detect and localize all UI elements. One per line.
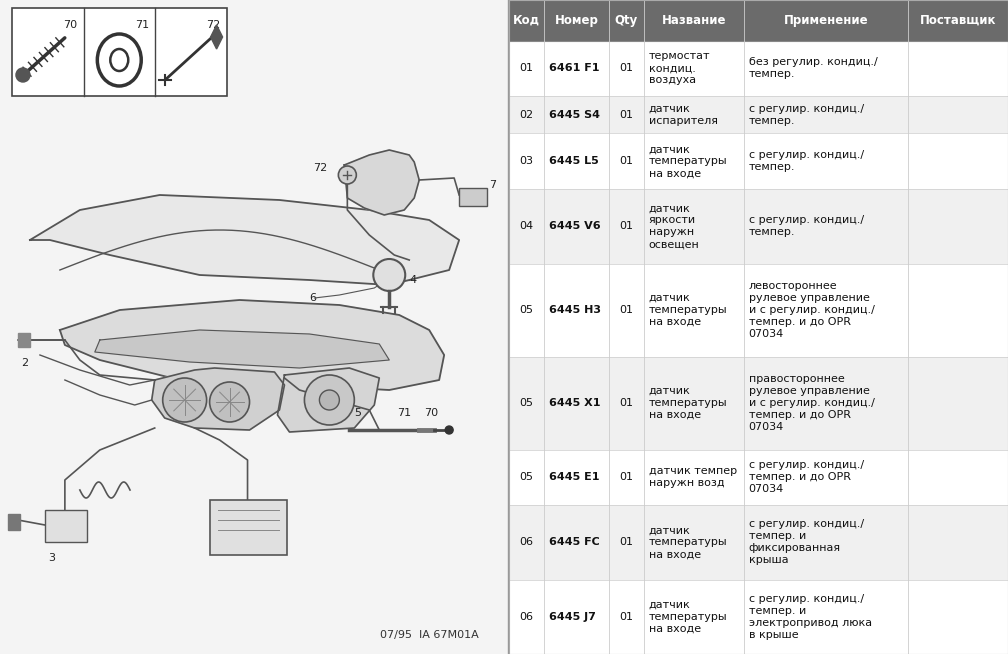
Bar (509, 449, 1008, 506)
Text: 6: 6 (309, 293, 317, 303)
Text: датчик
яркости
наружн
освещен: датчик яркости наружн освещен (649, 203, 700, 249)
Text: 01: 01 (519, 63, 533, 73)
Text: 72: 72 (207, 20, 221, 30)
Bar (509, 41, 1008, 96)
Text: с регулир. кондиц./
темпер. и
фиксированная
крыша: с регулир. кондиц./ темпер. и фиксирован… (749, 519, 864, 566)
Text: 6445 X1: 6445 X1 (549, 398, 601, 408)
Circle shape (373, 259, 405, 291)
Polygon shape (277, 368, 379, 432)
Text: 05: 05 (519, 472, 533, 483)
Text: датчик темпер
наружн возд: датчик темпер наружн возд (649, 466, 737, 489)
Text: с регулир. кондиц./
темпер.: с регулир. кондиц./ темпер. (749, 215, 864, 237)
Polygon shape (211, 25, 223, 49)
Text: правостороннее
рулевое управление
и с регулир. кондиц./
темпер. и до OPR
07034: правостороннее рулевое управление и с ре… (749, 374, 874, 432)
Polygon shape (8, 514, 20, 530)
Text: левостороннее
рулевое управление
и с регулир. кондиц./
темпер. и до OPR
07034: левостороннее рулевое управление и с рег… (749, 281, 874, 339)
Text: 70: 70 (424, 408, 438, 418)
Text: 03: 03 (519, 156, 533, 166)
Text: датчик
испарителя: датчик испарителя (649, 104, 718, 126)
Text: 01: 01 (619, 110, 633, 120)
Polygon shape (152, 368, 284, 430)
Text: с регулир. кондиц./
темпер.: с регулир. кондиц./ темпер. (749, 104, 864, 126)
Text: Название: Название (661, 14, 726, 27)
Text: 6461 F1: 6461 F1 (549, 63, 600, 73)
Text: датчик
температуры
на входе: датчик температуры на входе (649, 386, 728, 420)
Text: 6445 FC: 6445 FC (549, 538, 600, 547)
Circle shape (16, 68, 30, 82)
Text: 04: 04 (519, 222, 533, 232)
Polygon shape (30, 195, 459, 285)
Text: 71: 71 (135, 20, 149, 30)
Bar (509, 506, 1008, 579)
Text: с регулир. кондиц./
темпер. и до OPR
07034: с регулир. кондиц./ темпер. и до OPR 070… (749, 460, 864, 494)
Circle shape (304, 375, 355, 425)
Text: 2: 2 (21, 358, 28, 368)
Bar (12, 8, 227, 96)
Polygon shape (345, 150, 419, 215)
Text: 02: 02 (519, 110, 533, 120)
Circle shape (162, 378, 207, 422)
Polygon shape (59, 300, 445, 390)
Text: 6445 H3: 6445 H3 (549, 305, 601, 315)
Text: 72: 72 (313, 163, 328, 173)
Text: термостат
кондиц.
воздуха: термостат кондиц. воздуха (649, 52, 711, 86)
Text: 01: 01 (619, 63, 633, 73)
Text: 6445 L5: 6445 L5 (549, 156, 599, 166)
Bar (459, 188, 487, 206)
Text: с регулир. кондиц./
темпер.: с регулир. кондиц./ темпер. (749, 150, 864, 173)
Text: 01: 01 (619, 156, 633, 166)
Text: Поставщик: Поставщик (920, 14, 996, 27)
Polygon shape (95, 330, 389, 368)
Text: датчик
температуры
на входе: датчик температуры на входе (649, 525, 728, 559)
Text: датчик
температуры
на входе: датчик температуры на входе (649, 145, 728, 179)
Bar (509, 264, 1008, 356)
Text: 70: 70 (64, 20, 78, 30)
Text: Код: Код (513, 14, 540, 27)
Text: с регулир. кондиц./
темпер. и
электропривод люка
в крыше: с регулир. кондиц./ темпер. и электропри… (749, 594, 872, 640)
Polygon shape (18, 333, 30, 347)
Text: 71: 71 (397, 408, 411, 418)
Bar (509, 579, 1008, 654)
Text: 4: 4 (409, 275, 416, 285)
Text: датчик
температуры
на входе: датчик температуры на входе (649, 293, 728, 327)
Circle shape (446, 426, 454, 434)
Text: 06: 06 (519, 612, 533, 622)
Text: 01: 01 (619, 612, 633, 622)
Circle shape (320, 390, 340, 410)
Bar (509, 0, 1008, 41)
Text: 3: 3 (48, 553, 54, 563)
Text: Применение: Применение (783, 14, 868, 27)
Text: Номер: Номер (554, 14, 599, 27)
Text: 01: 01 (619, 305, 633, 315)
Text: 01: 01 (619, 398, 633, 408)
Text: 01: 01 (619, 538, 633, 547)
Text: 6445 V6: 6445 V6 (549, 222, 601, 232)
Text: 7: 7 (489, 180, 496, 190)
Bar (509, 96, 1008, 133)
Circle shape (339, 166, 357, 184)
Text: Qty: Qty (615, 14, 638, 27)
Ellipse shape (98, 34, 141, 86)
Text: 6445 J7: 6445 J7 (549, 612, 596, 622)
Text: 5: 5 (355, 408, 361, 418)
Bar (509, 189, 1008, 264)
Circle shape (210, 382, 250, 422)
Text: 01: 01 (619, 222, 633, 232)
Text: без регулир. кондиц./
темпер.: без регулир. кондиц./ темпер. (749, 58, 877, 79)
Bar (509, 133, 1008, 189)
Bar (509, 356, 1008, 449)
Text: 6445 S4: 6445 S4 (549, 110, 600, 120)
Text: 01: 01 (619, 472, 633, 483)
Text: 05: 05 (519, 398, 533, 408)
Text: датчик
температуры
на входе: датчик температуры на входе (649, 600, 728, 634)
Bar (45, 510, 87, 542)
Text: 07/95  IA 67M01A: 07/95 IA 67M01A (380, 630, 479, 640)
Text: 6445 E1: 6445 E1 (549, 472, 600, 483)
Text: 05: 05 (519, 305, 533, 315)
Bar (210, 500, 287, 555)
Text: 06: 06 (519, 538, 533, 547)
Text: 1: 1 (212, 538, 219, 548)
